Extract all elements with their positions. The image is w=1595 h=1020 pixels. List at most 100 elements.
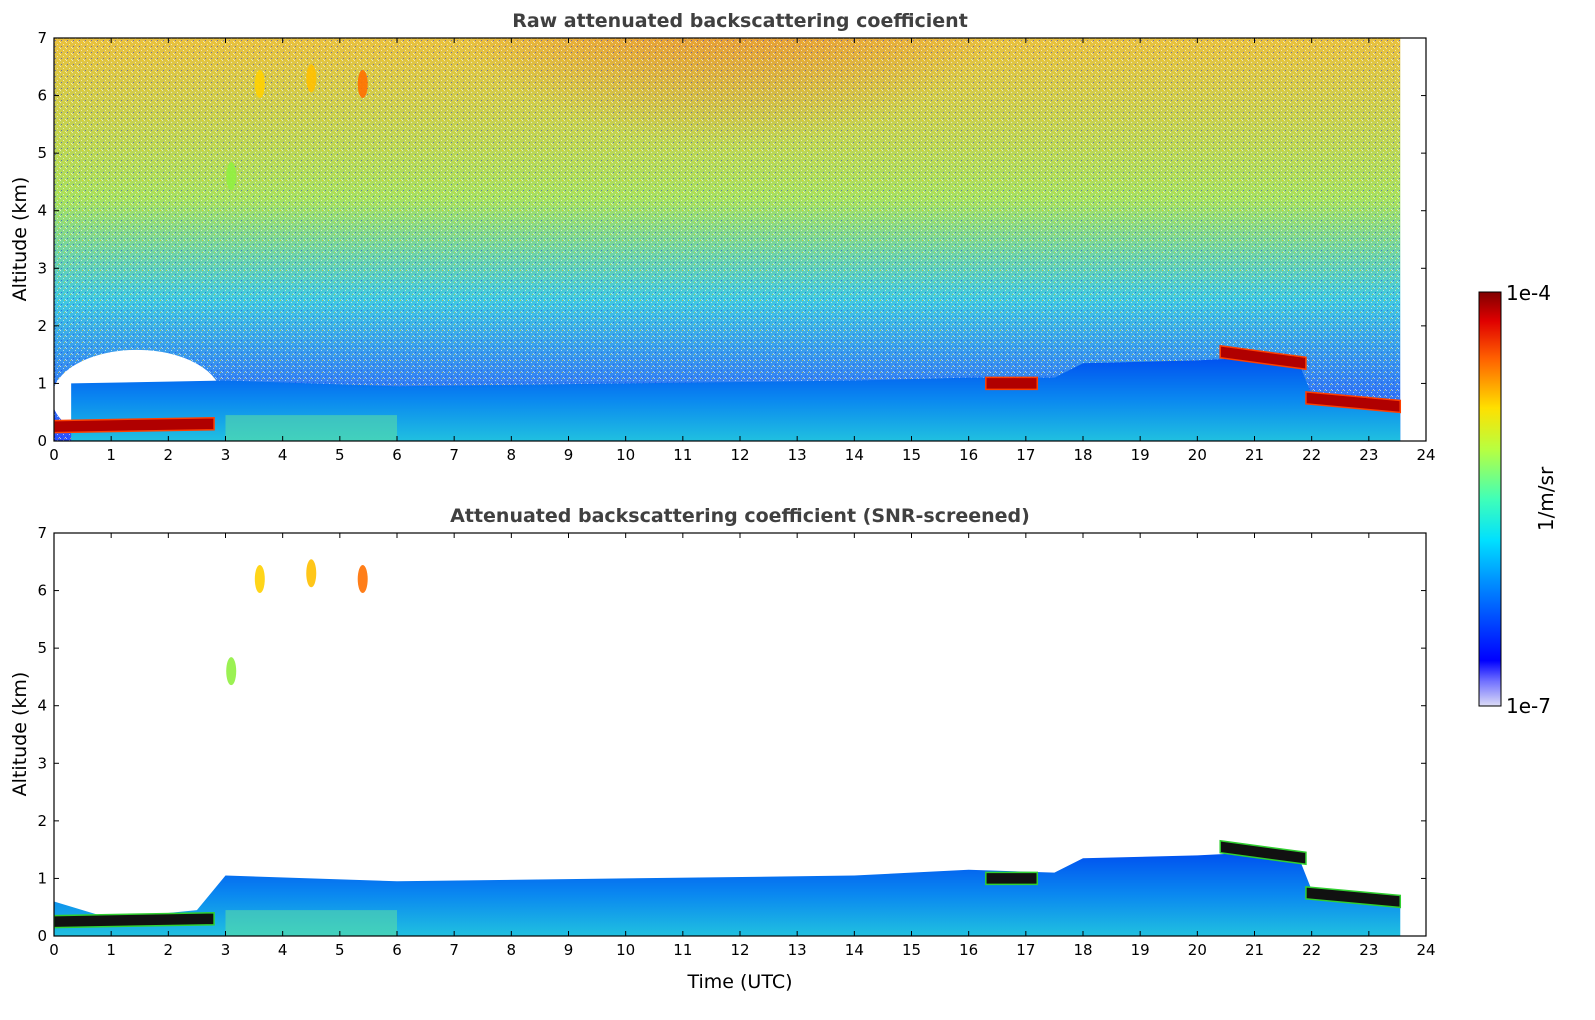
x-tick-label-2: 2: [164, 941, 174, 959]
aerosol-plume-1: [254, 70, 265, 99]
x-tick-label-19: 19: [1131, 446, 1150, 464]
y-tick-label-6: 6: [37, 87, 47, 105]
panel2-y-axis: 0 1 2 3 4 5 6 7: [37, 524, 1426, 945]
x-tick-label-1: 1: [106, 941, 116, 959]
colorbar-unit-label: 1/m/sr: [1534, 466, 1558, 531]
x-tick-label-24: 24: [1416, 941, 1435, 959]
x-tick-label-17: 17: [1016, 941, 1035, 959]
colorbar-max-label: 1e-4: [1506, 281, 1551, 305]
y-tick-label-7: 7: [37, 29, 47, 47]
x-tick-label-5: 5: [335, 446, 345, 464]
x-tick-label-1: 1: [106, 446, 116, 464]
y-tick-label-4: 4: [37, 697, 47, 715]
cloud-layer-3: [1305, 390, 1402, 414]
x-tick-label-20: 20: [1188, 941, 1207, 959]
y-tick-label-1: 1: [37, 869, 47, 887]
panel2-marks: [54, 559, 1402, 936]
x-tick-label-0: 0: [49, 446, 59, 464]
x-tick-label-5: 5: [335, 941, 345, 959]
x-tick-label-6: 6: [392, 941, 402, 959]
y-tick-label-3: 3: [37, 754, 47, 772]
x-tick-label-8: 8: [507, 941, 517, 959]
surface-aerosol-layer: [225, 910, 397, 936]
snr-screened-panel: Attenuated backscattering coefficient (S…: [9, 505, 1436, 993]
x-tick-label-15: 15: [902, 941, 921, 959]
x-tick-label-14: 14: [845, 446, 864, 464]
cloud-layer-0: [54, 911, 215, 929]
x-tick-label-12: 12: [730, 446, 749, 464]
x-tick-label-3: 3: [221, 446, 231, 464]
panel1-y-label: Altitude (km): [9, 177, 31, 302]
y-tick-label-0: 0: [37, 927, 47, 945]
surface-aerosol-layer: [225, 415, 397, 441]
aerosol-plume-3: [357, 565, 368, 594]
x-tick-label-15: 15: [902, 446, 921, 464]
aerosol-plume-2: [306, 64, 317, 93]
panel2-heatmap: [54, 559, 1402, 936]
cloud-layer-2: [1219, 344, 1307, 371]
panel1-x-axis: 0 1 2 3 4 5 6 7 8 9 10 11 12 13 14 15 16 17 18 19 20 21 22 23 24: [49, 38, 1436, 464]
boundary-layer-aerosol: [71, 357, 1401, 441]
y-tick-label-5: 5: [37, 144, 47, 162]
x-tick-label-16: 16: [959, 941, 978, 959]
x-tick-label-23: 23: [1359, 941, 1378, 959]
x-tick-label-9: 9: [564, 446, 574, 464]
x-tick-label-16: 16: [959, 446, 978, 464]
colorbar-gradient: [1478, 291, 1502, 707]
x-tick-label-9: 9: [564, 941, 574, 959]
x-tick-label-21: 21: [1245, 941, 1264, 959]
x-tick-label-7: 7: [449, 941, 459, 959]
panel1-title: Raw attenuated backscattering coefficien…: [512, 10, 968, 32]
x-tick-label-7: 7: [449, 446, 459, 464]
panel2-x-axis: 0 1 2 3 4 5 6 7 8 9 10 11 12 13 14 15 16 17 18 19 20 21 22 23 24: [49, 533, 1436, 959]
x-tick-label-18: 18: [1073, 446, 1092, 464]
raw-backscatter-panel: Raw attenuated backscattering coefficien…: [9, 10, 1436, 464]
panel1-marks: [54, 64, 1402, 441]
cloud-layer-1: [985, 871, 1039, 886]
aerosol-plume-0: [226, 162, 237, 191]
panel2-x-label: Time (UTC): [686, 971, 792, 993]
panel1-y-axis: 0 1 2 3 4 5 6 7: [37, 29, 1426, 450]
x-tick-label-2: 2: [164, 446, 174, 464]
aerosol-plume-1: [254, 565, 265, 594]
y-tick-label-7: 7: [37, 524, 47, 542]
x-tick-label-24: 24: [1416, 446, 1435, 464]
x-tick-label-8: 8: [507, 446, 517, 464]
x-tick-label-3: 3: [221, 941, 231, 959]
cloud-layer-3: [1305, 885, 1402, 909]
panel2-title: Attenuated backscattering coefficient (S…: [450, 505, 1030, 527]
y-tick-label-6: 6: [37, 582, 47, 600]
x-tick-label-4: 4: [278, 446, 288, 464]
y-tick-label-5: 5: [37, 639, 47, 657]
x-tick-label-14: 14: [845, 941, 864, 959]
x-tick-label-11: 11: [673, 446, 692, 464]
x-tick-label-10: 10: [616, 446, 635, 464]
colorbar-min-label: 1e-7: [1506, 694, 1551, 718]
x-tick-label-19: 19: [1131, 941, 1150, 959]
x-tick-label-4: 4: [278, 941, 288, 959]
y-tick-label-0: 0: [37, 432, 47, 450]
x-tick-label-13: 13: [788, 941, 807, 959]
x-tick-label-23: 23: [1359, 446, 1378, 464]
panel1-field: [54, 38, 1401, 441]
x-tick-label-11: 11: [673, 941, 692, 959]
panel1-heatmap: [54, 38, 1402, 441]
y-tick-label-4: 4: [37, 202, 47, 220]
y-tick-label-3: 3: [37, 259, 47, 277]
cloud-layer-0: [54, 416, 215, 434]
x-tick-label-0: 0: [49, 941, 59, 959]
x-tick-label-17: 17: [1016, 446, 1035, 464]
aerosol-plume-2: [306, 559, 317, 588]
x-tick-label-13: 13: [788, 446, 807, 464]
y-tick-label-2: 2: [37, 317, 47, 335]
x-tick-label-22: 22: [1302, 941, 1321, 959]
colorbar: 1e-4 1e-7 1/m/sr: [1478, 281, 1558, 718]
x-tick-label-18: 18: [1073, 941, 1092, 959]
panel2-y-label: Altitude (km): [9, 672, 31, 797]
x-tick-label-20: 20: [1188, 446, 1207, 464]
cloud-layer-1: [985, 376, 1039, 391]
x-tick-label-12: 12: [730, 941, 749, 959]
x-tick-label-10: 10: [616, 941, 635, 959]
x-tick-label-21: 21: [1245, 446, 1264, 464]
